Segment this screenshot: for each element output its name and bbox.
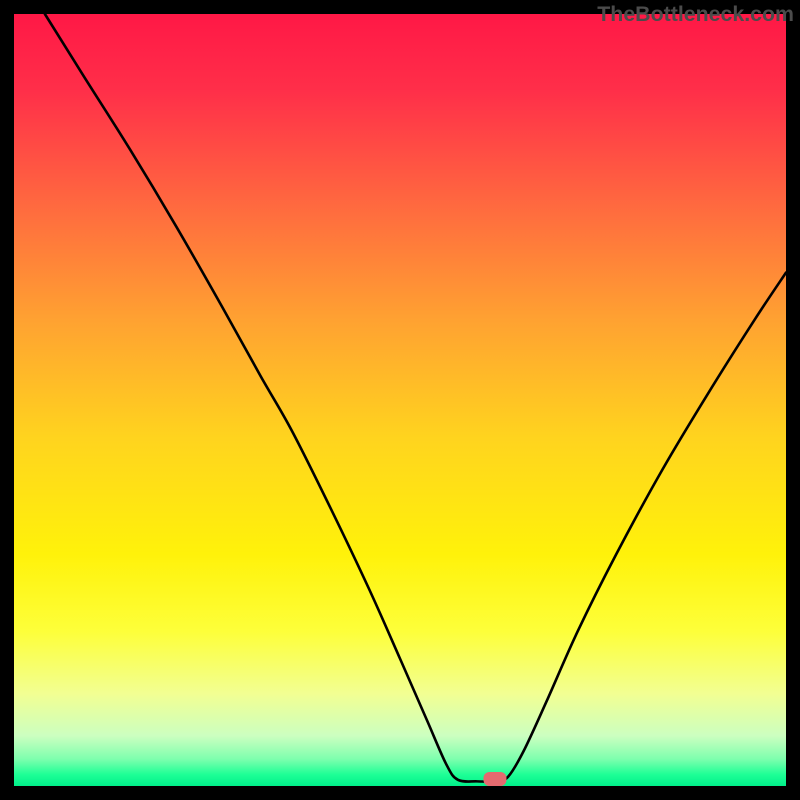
optimal-marker	[483, 772, 506, 786]
chart-svg	[0, 0, 800, 800]
plot-background	[14, 14, 786, 786]
bottleneck-chart: TheBottleneck.com	[0, 0, 800, 800]
